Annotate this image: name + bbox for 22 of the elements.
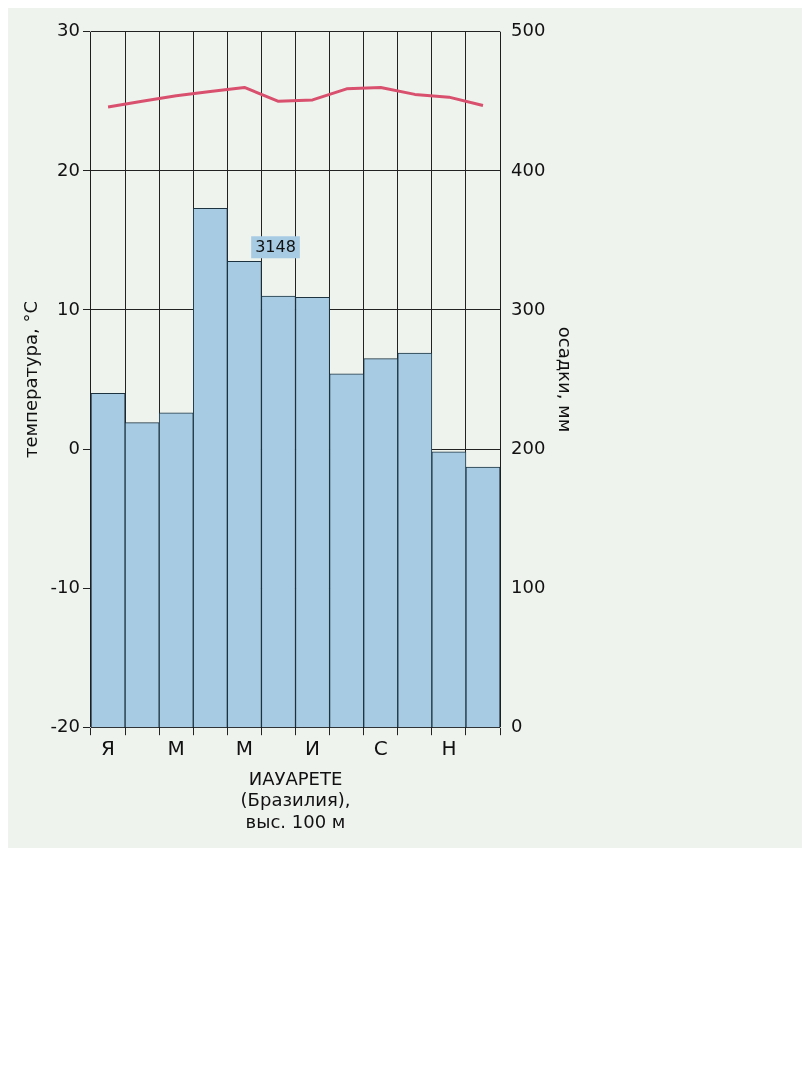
y2-axis-title: осадки, мм — [554, 326, 576, 433]
y2-tick-label: 200 — [511, 436, 546, 458]
y2-tick-label: 300 — [511, 297, 546, 319]
y2-tick-label: 0 — [511, 714, 523, 736]
y-tick-label: 30 — [57, 19, 80, 41]
y-tick-label: 10 — [57, 297, 80, 319]
y-tick-label: -20 — [50, 714, 80, 736]
y-tick-label: 0 — [68, 436, 80, 458]
x-tick-label: С — [373, 736, 388, 761]
y-axis-title: температура, °С — [20, 300, 42, 459]
y-tick-label: -10 — [50, 575, 80, 597]
x-tick-label: М — [167, 736, 185, 761]
x-tick-label: Н — [441, 736, 457, 761]
y2-tick-label: 100 — [511, 575, 546, 597]
x-tick-label: Я — [101, 736, 115, 761]
x-axis-title: ИАУАРЕТЕ (Бразилия), выс. 100 м — [240, 767, 351, 832]
y-tick-label: 20 — [57, 158, 80, 180]
x-tick-label: М — [235, 736, 254, 761]
annotation: 3148 — [255, 236, 296, 256]
y2-tick-label: 400 — [511, 158, 546, 180]
x-tick-label: И — [305, 736, 321, 761]
y2-tick-label: 500 — [511, 19, 546, 41]
